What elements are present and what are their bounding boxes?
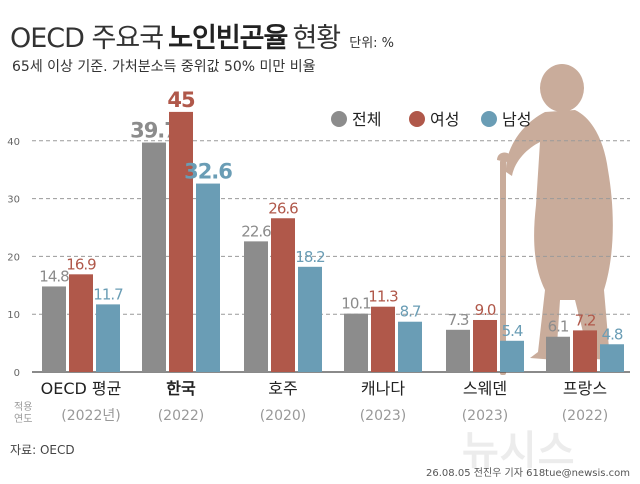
value-label: 11.3 [368,288,398,306]
bar-남성 [500,340,524,372]
silhouette-cane [500,160,506,375]
bar-전체 [344,313,368,372]
y-tick-label: 10 [7,310,20,321]
y-tick-label: 20 [7,252,20,263]
bar-여성 [271,218,295,372]
bar-남성 [96,304,120,372]
bar-남성 [600,344,624,372]
title-suffix: 현황 [292,23,341,54]
x-year-label: (2022년) [61,408,120,424]
legend-label: 남성 [502,110,531,129]
y-tick-label: 40 [7,137,20,148]
chart-subtitle: 65세 이상 기준. 가처분소득 중위값 50% 미만 비율 [12,59,316,75]
value-label: 9.0 [475,301,496,319]
title-highlight: 노인빈곤율 [168,23,288,54]
bar-전체 [142,142,166,372]
bar-여성 [473,319,497,372]
silhouette-head [540,64,584,112]
x-year-label: (2023) [462,408,509,424]
title-prefix: OECD 주요국 [10,23,164,54]
bar-전체 [546,336,570,372]
value-label: 6.1 [548,318,569,336]
bar-여성 [169,111,193,373]
value-label: 32.6 [184,160,232,184]
year-axis-label: 적용 연도 [14,401,32,425]
x-year-label: (2023) [360,408,407,424]
bar-여성 [69,274,93,372]
bar-전체 [446,329,470,372]
value-label: 45 [167,88,195,112]
x-year-label: (2020) [260,408,307,424]
value-label: 4.8 [602,325,623,343]
value-label: 18.2 [295,248,325,266]
value-label: 26.6 [268,199,298,217]
y-tick-label: 30 [7,195,20,206]
x-year-label: (2022) [158,408,205,424]
x-category-label: OECD 평균 [41,379,122,398]
y-tick-label: 0 [14,368,20,379]
legend-label: 여성 [430,110,459,129]
value-label: 11.7 [93,285,123,303]
bar-남성 [398,321,422,372]
value-label: 5.4 [502,322,523,340]
unit-label: 단위: % [349,36,395,51]
value-label: 14.8 [39,267,69,285]
legend-label: 전체 [352,110,381,129]
value-label: 16.9 [66,255,96,273]
value-label: 8.7 [400,303,421,321]
bar-전체 [244,241,268,372]
bar-여성 [371,306,395,372]
value-label: 10.1 [341,295,371,313]
x-year-label: (2022) [562,408,609,424]
chart-title: OECD 주요국 노인빈곤율 현황 단위: % [10,16,394,55]
legend-marker-전체 [331,111,347,127]
legend-marker-여성 [409,111,425,127]
x-category-label: 한국 [166,379,196,398]
value-label: 22.6 [241,222,271,240]
credit-line: 26.08.05 전진우 기자 618tue@newsis.com [426,468,630,479]
elderly-silhouette [497,64,613,375]
bar-여성 [573,330,597,372]
value-label: 7.3 [448,311,469,329]
bar-남성 [196,183,220,372]
x-category-label: 프랑스 [563,379,607,398]
silhouette-cane-handle [497,152,512,162]
bar-전체 [42,286,66,372]
silhouette-body [505,110,613,360]
x-category-label: 호주 [268,379,297,398]
value-label: 7.2 [575,311,596,329]
bar-남성 [298,266,322,372]
source-note: 자료: OECD [10,443,75,457]
x-category-label: 캐나다 [361,379,405,398]
x-category-label: 스웨덴 [463,379,507,398]
watermark-logo: 뉴시스 [462,428,576,474]
legend-marker-남성 [481,111,497,127]
